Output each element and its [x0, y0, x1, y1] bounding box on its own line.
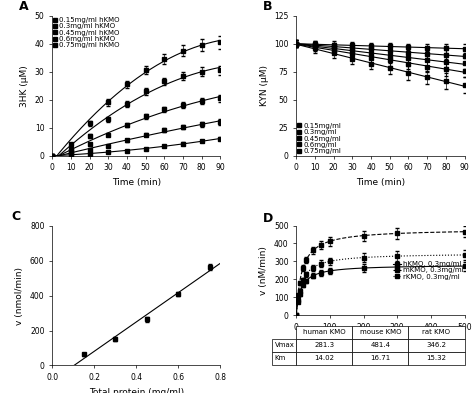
Y-axis label: 3HK (μM): 3HK (μM)	[20, 65, 29, 107]
X-axis label: Time (min): Time (min)	[356, 178, 405, 187]
X-axis label: Total protein (mg/ml): Total protein (mg/ml)	[89, 387, 184, 393]
Text: C: C	[12, 210, 21, 223]
Text: D: D	[263, 212, 273, 225]
Text: A: A	[18, 0, 28, 13]
Legend: 0.15mg/ml, 0.3mg/ml, 0.45mg/ml, 0.6mg/ml, 0.75mg/ml: 0.15mg/ml, 0.3mg/ml, 0.45mg/ml, 0.6mg/ml…	[298, 123, 341, 154]
Y-axis label: v (nmol/min): v (nmol/min)	[15, 266, 24, 325]
Y-axis label: v (nM/min): v (nM/min)	[259, 246, 268, 295]
X-axis label: Time (min): Time (min)	[112, 178, 161, 187]
Y-axis label: KYN (μM): KYN (μM)	[259, 65, 268, 106]
X-axis label: [KYN] μM: [KYN] μM	[360, 337, 401, 346]
Text: B: B	[263, 0, 272, 13]
Legend: 0.15mg/ml hKMO, 0.3mg/ml hKMO, 0.45mg/ml hKMO, 0.6mg/ml hKMO, 0.75mg/ml hKMO: 0.15mg/ml hKMO, 0.3mg/ml hKMO, 0.45mg/ml…	[54, 17, 119, 48]
Legend: hKMO, 0.3mg/ml, mKMO, 0.3mg/ml, rKMO, 0.3mg/ml: hKMO, 0.3mg/ml, mKMO, 0.3mg/ml, rKMO, 0.…	[393, 261, 464, 280]
